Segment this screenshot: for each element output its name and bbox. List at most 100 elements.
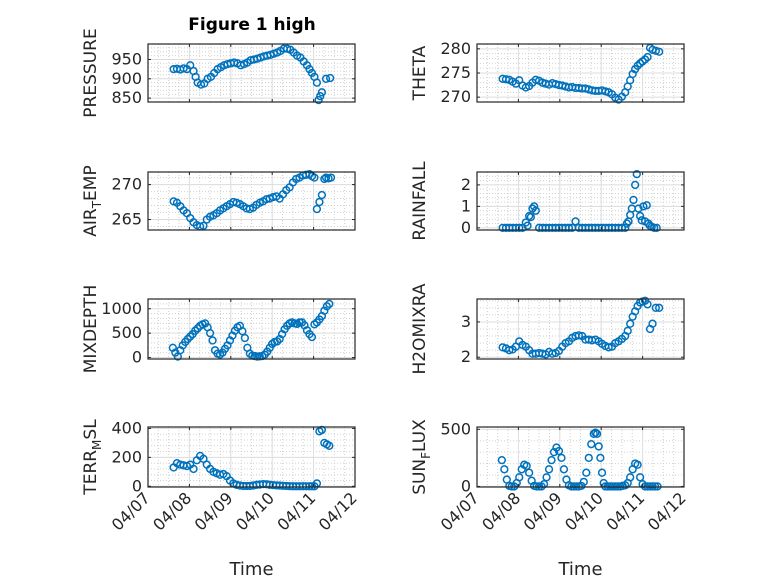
data-point [208,336,217,345]
data-point [302,482,311,491]
data-point [542,473,551,482]
y-tick-label: 1000 [101,299,142,318]
data-point [648,319,657,328]
y-axis-label: THETA [410,45,430,101]
plot-area [477,172,684,230]
data-point [634,204,643,213]
data-point [579,477,588,487]
y-tick-label: 850 [111,88,142,107]
data-point [523,221,532,230]
data-point [179,64,188,73]
y-tick-label: 265 [111,210,142,229]
axes-box [476,298,685,360]
data-point [307,332,317,342]
data-point [559,465,569,474]
x-tick-label: 04/08 [478,488,524,534]
data-point [500,465,509,474]
y-tick-label: 1 [461,196,471,215]
x-tick-label: 04/12 [315,488,361,534]
data-point [640,55,650,64]
data-point [629,195,638,205]
x-axis-label: Time [557,559,602,580]
y-tick-label: 950 [111,49,142,68]
data-point [305,482,314,491]
data-point [505,346,514,355]
data-point [191,326,200,335]
data-point [557,453,566,463]
subplot-theta: 270 275 280 THETA [410,39,685,106]
y-tick-label: 900 [111,69,142,88]
data-point [238,327,247,336]
data-point [322,302,332,311]
y-axis-label-tail: LUX [410,419,430,452]
data-point [650,223,659,233]
x-tick-label: 04/07 [108,488,154,534]
y-tick-label: 0 [132,476,142,495]
figure-title: Figure 1 high [188,15,316,35]
y-axis-label-main: PRESSURE [81,28,101,117]
data-point [597,468,607,477]
data-point [643,300,652,309]
data-point [183,334,192,344]
y-tick-label: 270 [111,175,142,194]
y-tick-label: 400 [111,418,142,437]
x-tick-label: 04/08 [149,488,195,534]
data-point [621,223,630,233]
data-point [325,441,334,450]
data-point [326,73,335,83]
data-point [621,481,630,490]
data-point [574,331,583,340]
y-axis-label-subscript: F [419,452,433,459]
data-point [310,173,319,182]
data-point [317,190,327,200]
data-point [596,453,605,463]
x-tick-label: 04/09 [520,488,566,534]
data-point [189,464,198,474]
y-axis-label-main: AIR [81,208,101,237]
x-tick-label: 04/09 [191,488,237,534]
data-point [642,201,651,210]
axes-box [147,43,356,103]
data-point [564,223,574,233]
data-point [652,223,661,233]
x-axis-label: Time [228,559,273,580]
data-point [626,319,635,328]
y-axis-label-tail: SL [81,419,101,440]
y-tick-label: 0 [461,476,471,495]
y-axis-label-main: H2OMIXRA [410,283,430,374]
data-point [617,223,627,233]
data-point [273,337,282,346]
x-tick-label: 04/10 [561,488,607,534]
data-point [321,74,331,83]
data-point [584,453,593,463]
data-point [186,332,195,341]
y-axis-label-subscript: T [90,200,104,209]
axes-box [476,171,685,231]
y-tick-label: 280 [440,39,471,58]
axes-box [147,298,356,360]
data-point [515,223,524,233]
data-point [525,468,534,477]
x-tick-label: 04/07 [437,488,483,534]
data-point [314,95,323,105]
data-point [325,299,334,309]
data-point [205,329,215,338]
y-axis-label: AIRTEMP [81,165,104,236]
y-axis-label: SUNFLUX [410,419,433,495]
y-tick-label: 500 [111,323,142,342]
data-point [199,221,208,230]
data-point [594,442,603,451]
data-point [554,446,564,456]
data-point [604,343,613,352]
data-point [544,465,554,474]
y-tick-label: 2 [461,347,471,366]
data-point [317,88,327,97]
data-point [526,212,535,222]
y-tick-label: 275 [440,63,471,82]
y-axis-label-main: SUN [410,459,430,495]
data-point [633,460,642,469]
y-tick-label: 0 [132,348,142,367]
